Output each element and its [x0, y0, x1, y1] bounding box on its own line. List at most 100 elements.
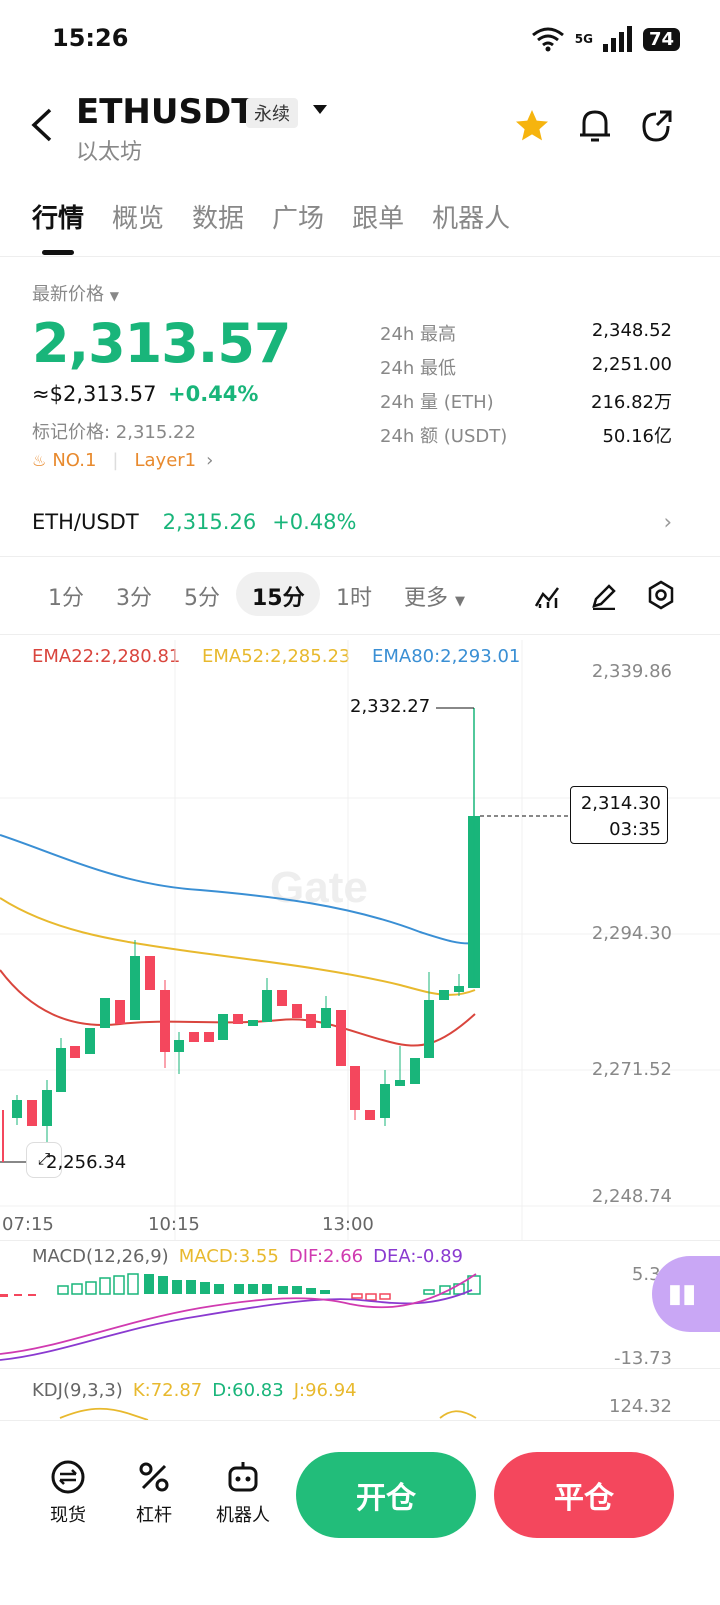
candlestick-chart[interactable]: Gate — [0, 640, 720, 1240]
price-axis-label: 2,339.86 — [591, 661, 672, 682]
price-axis-label: 2,271.52 — [591, 1059, 672, 1080]
divider — [0, 1368, 720, 1369]
usd-price: ≈$2,313.57 — [32, 382, 157, 406]
stats-panel: 24h 最高 2,348.52 24h 最低 2,251.00 24h 量 (ETH… — [380, 320, 672, 448]
kdj-d: D:60.83 — [212, 1380, 284, 1401]
price-axis-label: 2,294.30 — [591, 923, 672, 944]
stat-row: 24h 额 (USDT) 50.16亿 — [380, 422, 672, 448]
dea-value: DEA:-0.89 — [373, 1246, 463, 1267]
stat-row: 24h 最低 2,251.00 — [380, 354, 672, 380]
time-axis-label: 13:00 — [322, 1214, 374, 1235]
leverage-percent-icon — [139, 1462, 169, 1492]
kdj-legend: KDJ(9,3,3) K:72.87 D:60.83 J:96.94 — [32, 1380, 357, 1401]
dif-value: DIF:2.66 — [288, 1246, 364, 1267]
high-label: 2,332.27 — [350, 696, 431, 717]
robot-icon — [228, 1462, 258, 1492]
nav-leverage-label: 杠杆 — [136, 1505, 172, 1526]
tag-separator: | — [112, 450, 119, 471]
assistant-icon: ▮▮ — [667, 1279, 697, 1309]
symbol-dropdown-icon[interactable] — [312, 104, 328, 116]
assistant-bubble[interactable]: ▮▮ — [652, 1256, 720, 1332]
nav-bots[interactable]: 机器人 — [206, 1458, 280, 1527]
tag-category: Layer1 — [134, 450, 197, 471]
tf-3m[interactable]: 3分 — [116, 586, 152, 611]
time-axis-label: 10:15 — [148, 1214, 200, 1235]
tab-bots[interactable]: 机器人 — [432, 204, 511, 234]
kdj-j: J:96.94 — [293, 1380, 357, 1401]
tab-market[interactable]: 行情 — [32, 204, 85, 234]
stat-label: 24h 最低 — [380, 358, 457, 379]
grid-lines — [0, 640, 720, 1240]
tf-1h[interactable]: 1时 — [336, 586, 372, 611]
draw-pencil-icon[interactable] — [590, 582, 618, 610]
macd-chart — [0, 1273, 481, 1361]
current-price-value: 2,314.30 — [580, 793, 661, 814]
tab-copy-trading[interactable]: 跟单 — [352, 204, 405, 234]
spot-row[interactable]: ETH/USDT 2,315.26 +0.48% › — [32, 510, 672, 534]
share-icon[interactable] — [640, 108, 674, 144]
nav-bots-label: 机器人 — [216, 1505, 270, 1526]
kdj-axis-top: 124.32 — [609, 1396, 672, 1417]
stat-value: 2,348.52 — [591, 320, 672, 341]
indicator-icon[interactable] — [534, 582, 562, 610]
tf-1m[interactable]: 1分 — [48, 586, 84, 611]
spot-change: +0.48% — [272, 510, 357, 534]
nav-leverage[interactable]: 杠杆 — [120, 1458, 188, 1527]
tab-square[interactable]: 广场 — [272, 204, 325, 234]
current-price-box[interactable]: 2,314.30 03:35 — [570, 786, 668, 844]
spot-pair: ETH/USDT — [32, 510, 139, 534]
candles — [12, 708, 480, 1148]
status-time: 15:26 — [52, 24, 129, 52]
favorite-star-icon[interactable] — [514, 108, 550, 144]
coin-name: 以太坊 — [76, 140, 143, 165]
price-axis-label: 2,248.74 — [591, 1186, 672, 1207]
divider — [0, 256, 720, 257]
settings-icon[interactable] — [646, 580, 676, 610]
ema80-label: EMA80:2,293.01 — [372, 646, 521, 667]
symbol-title[interactable]: ETHUSDT — [76, 92, 255, 132]
macd-value: MACD:3.55 — [178, 1246, 279, 1267]
open-position-button[interactable]: 开仓 — [296, 1452, 476, 1538]
nav-spot-label: 现货 — [50, 1505, 86, 1526]
tab-overview[interactable]: 概览 — [112, 204, 165, 234]
macd-axis-bottom: -13.73 — [613, 1348, 672, 1369]
stat-row: 24h 最高 2,348.52 — [380, 320, 672, 346]
close-position-button[interactable]: 平仓 — [494, 1452, 674, 1538]
tags-row[interactable]: ♨ NO.1 | Layer1 › — [32, 450, 213, 471]
stat-value: 216.82万 — [591, 392, 672, 413]
ema52-line — [0, 897, 476, 996]
kdj-chart — [59, 1407, 477, 1420]
stat-label: 24h 额 (USDT) — [380, 426, 508, 447]
active-tab-indicator — [42, 250, 74, 255]
divider — [0, 634, 720, 635]
ema80-line — [0, 834, 476, 945]
spot-price: 2,315.26 — [162, 510, 257, 534]
chevron-right-icon: › — [663, 510, 672, 534]
divider — [0, 1240, 720, 1241]
nav-spot[interactable]: 现货 — [34, 1458, 102, 1527]
kdj-k: K:72.87 — [132, 1380, 203, 1401]
macd-legend: MACD(12,26,9) MACD:3.55 DIF:2.66 DEA:-0.… — [32, 1246, 463, 1267]
contract-type-badge[interactable]: 永续 — [246, 98, 298, 128]
stat-row: 24h 量 (ETH) 216.82万 — [380, 388, 672, 414]
price-change: +0.44% — [168, 382, 259, 406]
stat-value: 50.16亿 — [602, 426, 672, 447]
tf-15m[interactable]: 15分 — [252, 586, 305, 611]
time-axis-label: 07:15 — [2, 1214, 54, 1235]
tf-active-bg — [236, 572, 320, 616]
status-icons: 5G 74 — [531, 26, 680, 52]
bell-icon[interactable] — [578, 108, 612, 144]
expand-icon[interactable]: ⤢ — [26, 1142, 62, 1178]
tf-more[interactable]: 更多 ▼ — [404, 586, 466, 611]
main-tabs: 行情 概览 数据 广场 跟单 机器人 — [32, 198, 538, 235]
stat-value: 2,251.00 — [591, 354, 672, 375]
last-price-label[interactable]: 最新价格 ▼ — [32, 284, 119, 305]
tab-data[interactable]: 数据 — [192, 204, 245, 234]
back-icon[interactable] — [30, 108, 54, 142]
tf-5m[interactable]: 5分 — [184, 586, 220, 611]
wifi-icon — [531, 27, 564, 52]
low-label: 2,256.34 — [46, 1152, 127, 1173]
macd-title: MACD(12,26,9) — [32, 1246, 169, 1267]
network-label: 5G — [574, 32, 593, 46]
battery-indicator: 74 — [642, 27, 680, 51]
